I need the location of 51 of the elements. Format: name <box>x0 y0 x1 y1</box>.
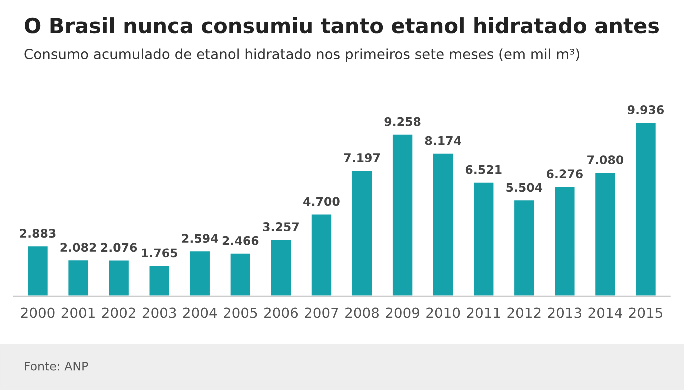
data-label: 2.594 <box>182 234 218 244</box>
bar <box>310 213 333 296</box>
x-tick-label: 2007 <box>305 308 338 318</box>
x-tick-label: 2006 <box>264 308 298 318</box>
data-label: 5.504 <box>506 183 543 192</box>
bar <box>108 259 130 296</box>
bar <box>67 259 90 296</box>
bar <box>229 252 252 296</box>
data-label: 2.076 <box>101 243 138 252</box>
data-label: 9.258 <box>384 117 421 126</box>
x-tick-label: 2008 <box>346 308 379 318</box>
x-tick-label: 2010 <box>426 308 460 318</box>
bar <box>270 238 292 296</box>
x-tick-label: 2015 <box>629 308 662 318</box>
bar <box>634 122 658 296</box>
chart-subtitle: Consumo acumulado de etanol hidratado nos primeiros sete meses (em mil m³) <box>24 48 580 62</box>
bar <box>351 170 374 296</box>
bar <box>188 250 212 296</box>
data-label: 6.276 <box>546 170 583 179</box>
data-label: 3.257 <box>263 222 299 232</box>
chart-title: O Brasil nunca consumiu tanto etanol hidratado antes <box>24 18 660 34</box>
x-tick-label: 2002 <box>102 308 136 318</box>
data-label: 7.197 <box>344 154 380 162</box>
source-note: Fonte: ANP <box>25 362 88 371</box>
data-label: 2.082 <box>60 243 96 252</box>
data-label: 4.700 <box>304 197 340 206</box>
x-tick-label: 2004 <box>183 308 218 318</box>
x-tick-label: 2005 <box>224 308 258 318</box>
x-tick-label: 2012 <box>508 308 541 318</box>
x-tick-label: 2014 <box>588 308 622 318</box>
data-label: 9.936 <box>628 106 664 114</box>
bar <box>392 133 414 296</box>
bar <box>594 172 617 296</box>
bar <box>26 245 50 296</box>
data-label: 8.174 <box>425 136 462 146</box>
data-label: 6.521 <box>466 165 502 174</box>
data-label: 2.883 <box>20 229 56 238</box>
x-tick-label: 2009 <box>386 308 420 318</box>
x-tick-label: 2013 <box>548 308 582 318</box>
bar <box>472 181 496 296</box>
x-tick-label: 2003 <box>142 308 176 318</box>
x-tick-label: 2011 <box>467 308 500 318</box>
x-tick-label: 2000 <box>21 308 55 318</box>
bar <box>148 264 171 296</box>
x-tick-label: 2001 <box>62 308 95 318</box>
data-label: 1.765 <box>142 248 178 258</box>
bar <box>554 186 576 296</box>
bar <box>432 152 455 296</box>
bar <box>513 199 536 296</box>
data-label: 2.466 <box>222 236 259 246</box>
data-label: 7.080 <box>588 156 624 164</box>
